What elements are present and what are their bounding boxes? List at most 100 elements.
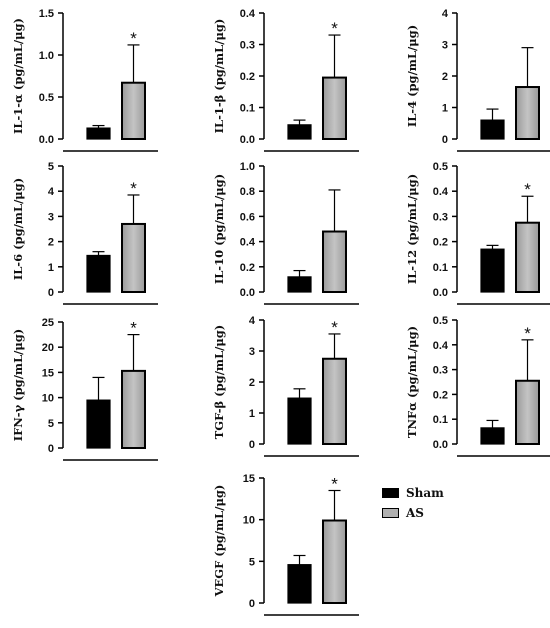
bar-as bbox=[515, 221, 540, 293]
y-axis-title: IL-1-α (pg/mL/μg) bbox=[11, 18, 25, 134]
y-tick-label: 1 bbox=[249, 408, 255, 420]
legend-item-sham: Sham bbox=[382, 484, 502, 502]
y-tick-label: 0.2 bbox=[433, 389, 448, 401]
y-tick-label: 0.4 bbox=[240, 237, 256, 249]
y-tick-label: 0 bbox=[48, 443, 54, 455]
y-tick-label: 0 bbox=[249, 439, 255, 451]
y-tick-label: 0.6 bbox=[240, 211, 255, 223]
y-tick-label: 0.0 bbox=[39, 134, 54, 146]
bar-as bbox=[515, 86, 540, 140]
y-tick-label: 0.3 bbox=[433, 211, 448, 223]
y-tick-label: 15 bbox=[42, 367, 54, 379]
y-tick-label: 1 bbox=[48, 262, 54, 274]
bar-sham bbox=[287, 124, 312, 140]
y-tick-label: 10 bbox=[42, 393, 54, 405]
y-tick-label: 0.4 bbox=[433, 186, 449, 198]
y-tick-label: 0.0 bbox=[433, 439, 448, 451]
chart-panel: 0 5 10 15 20 25 IFN-γ (pg/mL/μg) * bbox=[11, 317, 158, 461]
y-tick-label: 15 bbox=[243, 473, 255, 485]
y-tick-label: 3 bbox=[48, 211, 54, 223]
y-tick-label: 1.0 bbox=[240, 161, 255, 173]
significance-star: * bbox=[130, 319, 137, 338]
chart-panel: 0.0 0.2 0.4 0.6 0.8 1.0 IL-10 (pg/mL/μg) bbox=[212, 161, 359, 305]
bar-as bbox=[515, 379, 540, 446]
y-tick-label: 25 bbox=[42, 317, 54, 329]
bar-as bbox=[322, 76, 347, 140]
significance-star: * bbox=[331, 19, 338, 38]
y-tick-label: 0 bbox=[249, 598, 255, 610]
y-tick-label: 0.8 bbox=[240, 186, 255, 198]
y-axis-title: IL-4 (pg/mL/μg) bbox=[405, 25, 419, 127]
y-tick-label: 0.2 bbox=[433, 237, 448, 249]
y-axis-title: VEGF (pg/mL/μg) bbox=[212, 485, 226, 598]
y-tick-label: 0 bbox=[48, 287, 54, 299]
y-tick-label: 3 bbox=[249, 346, 255, 358]
y-tick-label: 5 bbox=[48, 418, 54, 430]
y-axis-title: IL-10 (pg/mL/μg) bbox=[212, 174, 226, 284]
chart-panel: 0 5 10 15 VEGF (pg/mL/μg) * bbox=[212, 473, 359, 616]
legend-label-sham: Sham bbox=[406, 486, 444, 500]
y-tick-label: 0.3 bbox=[240, 40, 255, 52]
legend-swatch-sham bbox=[382, 488, 399, 498]
y-axis-title: IL-6 (pg/mL/μg) bbox=[11, 178, 25, 280]
y-tick-label: 0.2 bbox=[240, 71, 255, 83]
bar-sham bbox=[86, 399, 111, 449]
y-axis-title: IFN-γ (pg/mL/μg) bbox=[11, 329, 25, 442]
y-tick-label: 0 bbox=[442, 134, 448, 146]
bar-sham bbox=[287, 564, 312, 604]
bar-sham bbox=[480, 119, 505, 140]
chart-panel: 0.0 0.1 0.2 0.3 0.4 0.5 IL-12 (pg/mL/μg) * bbox=[405, 161, 550, 305]
y-tick-label: 0.5 bbox=[433, 161, 448, 173]
y-axis-title: TGF-β (pg/mL/μg) bbox=[212, 325, 226, 440]
bar-sham bbox=[480, 248, 505, 293]
chart-panel: 0.0 0.1 0.2 0.3 0.4 IL-1-β (pg/mL/μg) * bbox=[212, 8, 359, 152]
y-tick-label: 0.5 bbox=[433, 315, 448, 327]
y-tick-label: 0.0 bbox=[240, 287, 255, 299]
y-tick-label: 0.4 bbox=[433, 340, 449, 352]
bar-as bbox=[322, 519, 347, 604]
y-tick-label: 0.1 bbox=[433, 262, 448, 274]
legend-swatch-as bbox=[382, 508, 399, 518]
y-tick-label: 1.0 bbox=[39, 50, 54, 62]
y-tick-label: 0.4 bbox=[240, 8, 256, 20]
y-tick-label: 5 bbox=[249, 556, 255, 568]
y-tick-label: 1 bbox=[442, 103, 448, 115]
bar-as bbox=[121, 369, 146, 449]
y-tick-label: 0.2 bbox=[240, 262, 255, 274]
bar-sham bbox=[480, 427, 505, 445]
bar-sham bbox=[86, 254, 111, 293]
y-tick-label: 0.1 bbox=[433, 414, 448, 426]
legend: Sham AS bbox=[382, 484, 502, 524]
chart-panel: 0 1 2 3 4 IL-4 (pg/mL/μg) bbox=[405, 8, 550, 152]
bar-sham bbox=[86, 127, 111, 140]
y-tick-label: 3 bbox=[442, 40, 448, 52]
y-tick-label: 4 bbox=[249, 315, 256, 327]
y-tick-label: 0.0 bbox=[433, 287, 448, 299]
chart-panel: 0.0 0.5 1.0 1.5 IL-1-α (pg/mL/μg) * bbox=[11, 8, 158, 152]
y-tick-label: 0.0 bbox=[240, 134, 255, 146]
y-tick-label: 2 bbox=[249, 377, 255, 389]
significance-star: * bbox=[524, 180, 531, 199]
bar-as bbox=[322, 230, 347, 294]
bar-sham bbox=[287, 397, 312, 445]
y-tick-label: 4 bbox=[442, 8, 449, 20]
significance-star: * bbox=[331, 475, 338, 494]
y-axis-title: IL-1-β (pg/mL/μg) bbox=[212, 19, 226, 134]
y-tick-label: 0.1 bbox=[240, 103, 255, 115]
bar-as bbox=[121, 222, 146, 294]
y-tick-label: 2 bbox=[442, 71, 448, 83]
significance-star: * bbox=[130, 29, 137, 48]
significance-star: * bbox=[130, 179, 137, 198]
legend-label-as: AS bbox=[406, 506, 424, 520]
chart-panel: 0 1 2 3 4 TGF-β (pg/mL/μg) * bbox=[212, 315, 359, 457]
y-tick-label: 0.5 bbox=[39, 92, 54, 104]
y-tick-label: 10 bbox=[243, 515, 255, 527]
significance-star: * bbox=[331, 318, 338, 337]
y-tick-label: 0.3 bbox=[433, 365, 448, 377]
bar-sham bbox=[287, 276, 312, 293]
y-tick-label: 20 bbox=[42, 342, 54, 354]
y-axis-title: IL-12 (pg/mL/μg) bbox=[405, 174, 419, 284]
y-tick-label: 1.5 bbox=[39, 8, 54, 20]
y-tick-label: 4 bbox=[48, 186, 55, 198]
